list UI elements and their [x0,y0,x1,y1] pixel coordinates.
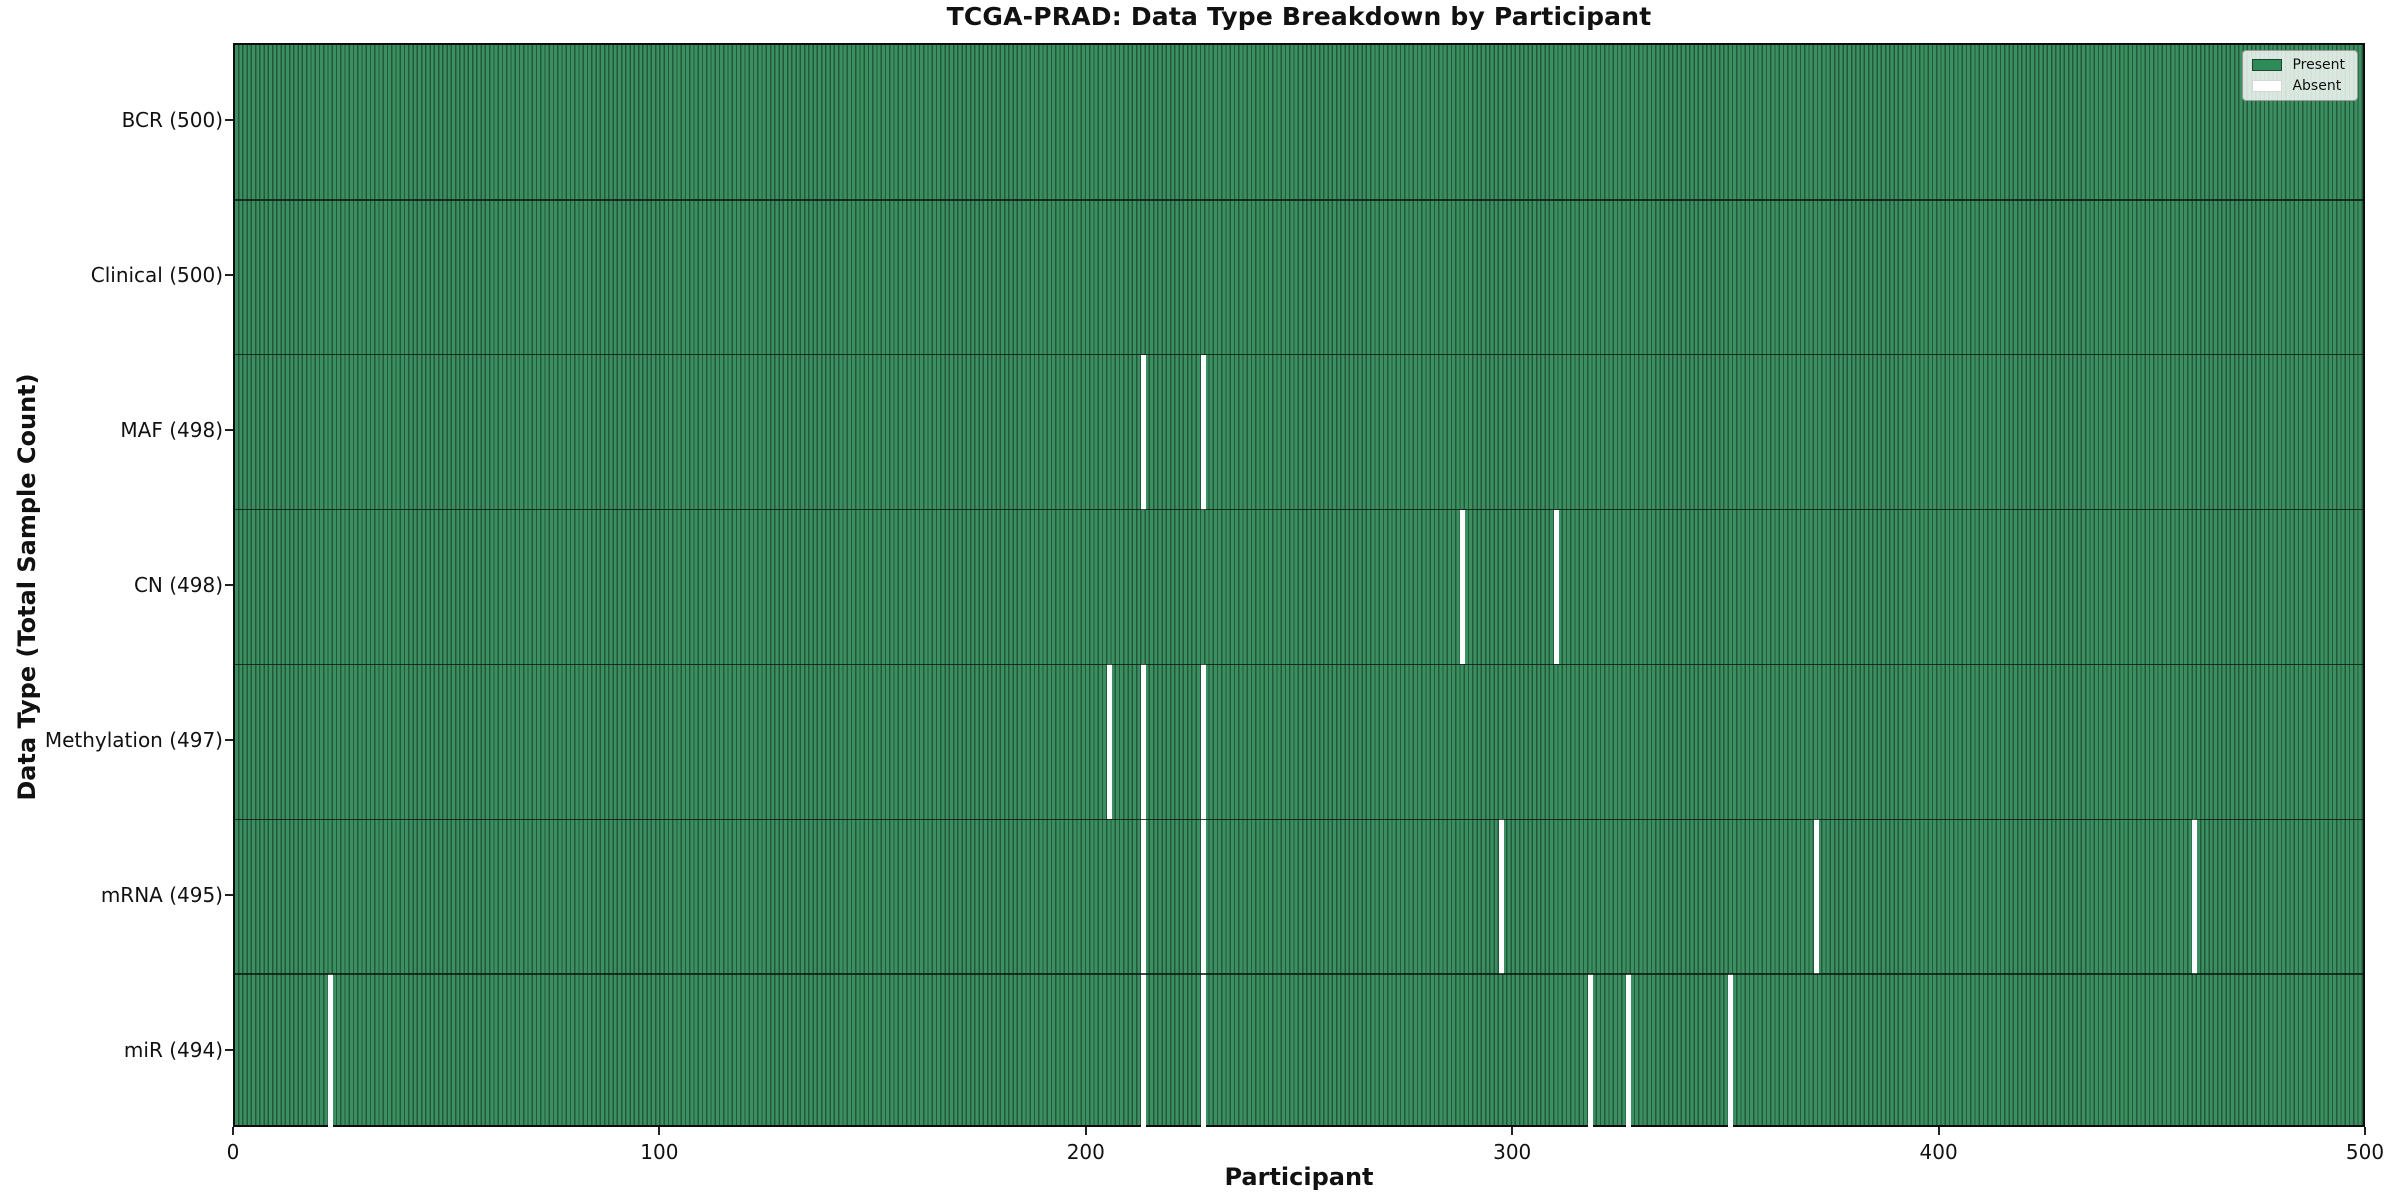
y-tick-mark [225,584,233,586]
x-tick-label-0: 0 [226,1140,240,1164]
row-divider [235,973,2363,975]
legend-label-absent: Absent [2292,78,2342,94]
x-tick-label-300: 300 [1493,1140,1532,1164]
x-tick-mark [1511,1127,1514,1135]
absent-gap-CN-288 [1460,509,1466,665]
x-tick-label-500: 500 [2345,1140,2385,1164]
x-tick-label-400: 400 [1919,1140,1958,1164]
y-tick-label-MAF: MAF (498) [120,418,223,443]
y-tick-mark [225,119,233,122]
absent-gap-mRNA-227 [1200,819,1206,975]
x-tick-label-100: 100 [640,1140,679,1164]
y-tick-mark [225,429,233,432]
chart-title: TCGA-PRAD: Data Type Breakdown by Partic… [946,2,1652,31]
absent-gap-Methylation-213 [1141,664,1147,820]
y-tick-mark [225,1048,233,1051]
legend: Present Absent [2242,50,2358,101]
row-divider [235,818,2363,821]
absent-gap-miR-318 [1588,974,1594,1129]
y-tick-label-Methylation: Methylation (497) [44,727,223,752]
absent-gap-mRNA-297 [1498,819,1504,975]
legend-item-present: Present [2252,58,2345,72]
x-tick-mark [2364,1127,2366,1135]
absent-gap-CN-310 [1553,509,1559,665]
legend-label-present: Present [2292,57,2345,73]
row-divider [235,663,2363,666]
row-divider [235,199,2363,201]
absent-swatch-icon [2252,80,2283,92]
y-tick-mark [225,274,233,277]
absent-gap-mRNA-371 [1813,819,1819,975]
x-tick-mark [1084,1127,1087,1135]
row-divider [235,353,2363,356]
present-swatch-icon [2252,59,2283,71]
x-tick-mark [232,1127,234,1135]
absent-gap-Methylation-205 [1107,664,1113,820]
absent-gap-MAF-227 [1200,354,1206,510]
y-tick-mark [225,893,233,896]
x-axis-title: Participant [1224,1163,1374,1191]
x-tick-mark [658,1127,661,1135]
absent-gap-MAF-213 [1141,354,1147,510]
absent-gap-Methylation-227 [1200,664,1206,820]
y-tick-label-miR: miR (494) [123,1037,223,1062]
absent-gap-miR-213 [1141,974,1147,1129]
y-tick-label-Clinical: Clinical (500) [90,263,223,288]
y-axis-title: Data Type (Total Sample Count) [13,373,41,801]
absent-gap-miR-351 [1728,974,1734,1129]
y-tick-mark [225,738,233,741]
x-tick-label-200: 200 [1066,1140,1105,1164]
y-tick-label-BCR: BCR (500) [121,108,223,133]
absent-gap-miR-227 [1200,974,1206,1129]
absent-gap-miR-327 [1626,974,1632,1129]
legend-item-absent: Absent [2252,79,2345,93]
absent-gap-mRNA-213 [1141,819,1147,975]
plot-area: Present Absent [233,43,2365,1129]
absent-gap-mRNA-460 [2192,819,2198,975]
y-tick-label-mRNA: mRNA (495) [100,882,223,907]
y-tick-label-CN: CN (498) [133,573,223,597]
row-divider [235,508,2363,511]
x-tick-mark [1937,1127,1940,1135]
absent-gap-miR-22 [328,974,334,1129]
